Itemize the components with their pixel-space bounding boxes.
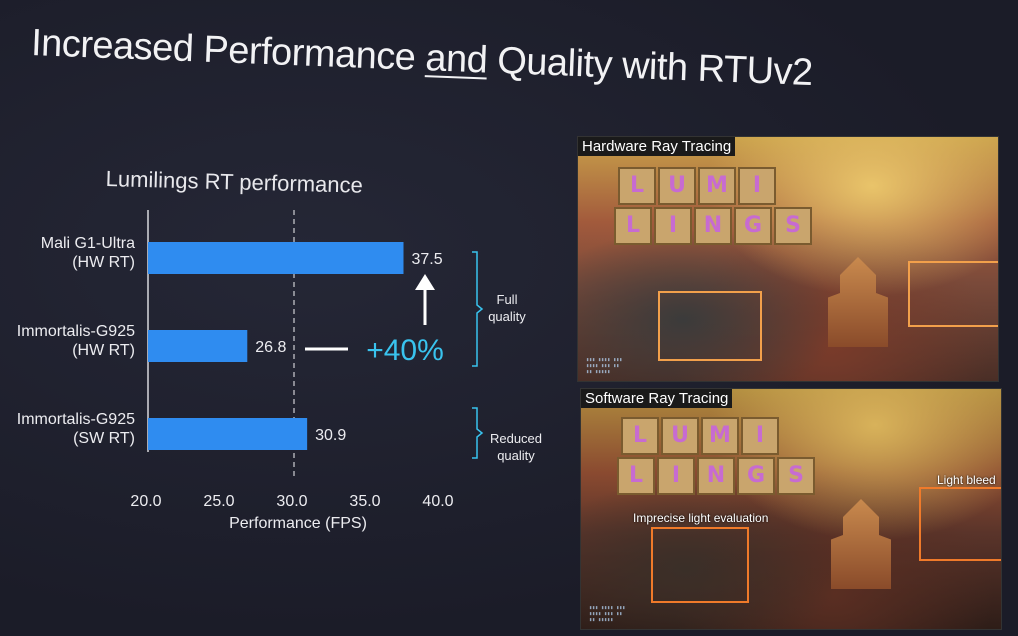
debug-overlay: ▮▮▮ ▮▮▮▮ ▮▮▮ ▮▮▮▮ ▮▮▮ ▮▮ ▮▮ ▮▮▮▮▮ (586, 357, 623, 375)
group-label-reduced-line2: quality (497, 448, 535, 463)
tile: U (661, 417, 699, 455)
x-tick-label-0: 20.0 (130, 493, 161, 510)
tile: L (618, 167, 656, 205)
tile: S (777, 457, 815, 495)
tile: N (697, 457, 735, 495)
tile: M (701, 417, 739, 455)
bar-value-label-2: 30.9 (315, 427, 346, 444)
bar-1 (148, 330, 248, 362)
highlight-box-right (919, 487, 1001, 561)
tile: G (737, 457, 775, 495)
group-label-full-line1: Full (497, 292, 518, 307)
highlight-box-left (658, 291, 762, 361)
software-rt-screenshot: L U M I L I N G S Imprecise light evalua… (580, 388, 1002, 630)
brace-reduced-quality (472, 407, 484, 459)
performance-bar-chart: 37.5 Mali G1-Ultra (HW RT) 26.8 Immortalis-G… (17, 210, 542, 532)
brace-full-quality (472, 251, 484, 367)
highlight-box-right (908, 261, 998, 327)
category-label-2-line1: Immortalis-G925 (17, 411, 135, 428)
category-label-1-line2: (HW RT) (72, 342, 135, 359)
tile: I (741, 417, 779, 455)
hardware-rt-label: Hardware Ray Tracing (578, 137, 736, 156)
tile: S (774, 207, 812, 245)
category-label-0-line1: Mali G1-Ultra (41, 235, 135, 252)
tile: L (617, 457, 655, 495)
tile: L (621, 417, 659, 455)
tile: G (734, 207, 772, 245)
category-label-2-line2: (SW RT) (73, 430, 135, 447)
group-label-reduced-line1: Reduced (490, 431, 542, 446)
x-tick-label-1: 25.0 (203, 493, 234, 510)
gain-annotation: +40% (366, 334, 444, 367)
tile: I (654, 207, 692, 245)
software-rt-label: Software Ray Tracing (581, 389, 733, 408)
bar-0 (148, 242, 404, 274)
category-label-1-line1: Immortalis-G925 (17, 323, 135, 340)
x-axis-label: Performance (FPS) (229, 515, 367, 532)
category-label-0-line2: (HW RT) (72, 254, 135, 271)
tile: U (658, 167, 696, 205)
group-label-full-line2: quality (488, 309, 526, 324)
x-tick-label-4: 40.0 (422, 493, 453, 510)
annotation-imprecise-light: Imprecise light evaluation (633, 511, 769, 525)
bar-value-label-1: 26.8 (255, 339, 286, 356)
tile: I (657, 457, 695, 495)
x-tick-label-3: 35.0 (349, 493, 380, 510)
title-underlined-word: and (424, 37, 489, 82)
tile: M (698, 167, 736, 205)
annotation-light-bleed: Light bleed (937, 473, 996, 487)
tile: I (738, 167, 776, 205)
gain-arrow-head (415, 274, 435, 290)
tile: N (694, 207, 732, 245)
slide-title: Increased Performance and Quality with R… (30, 22, 814, 94)
debug-overlay: ▮▮▮ ▮▮▮▮ ▮▮▮ ▮▮▮▮ ▮▮▮ ▮▮ ▮▮ ▮▮▮▮▮ (589, 605, 626, 623)
highlight-box-left (651, 527, 749, 603)
hardware-rt-screenshot: L U M I L I N G S Hardware Ray Tracing ▮… (577, 136, 999, 382)
x-tick-label-2: 30.0 (276, 493, 307, 510)
tile: L (614, 207, 652, 245)
bar-value-label-0: 37.5 (412, 251, 443, 268)
bar-2 (148, 418, 308, 450)
